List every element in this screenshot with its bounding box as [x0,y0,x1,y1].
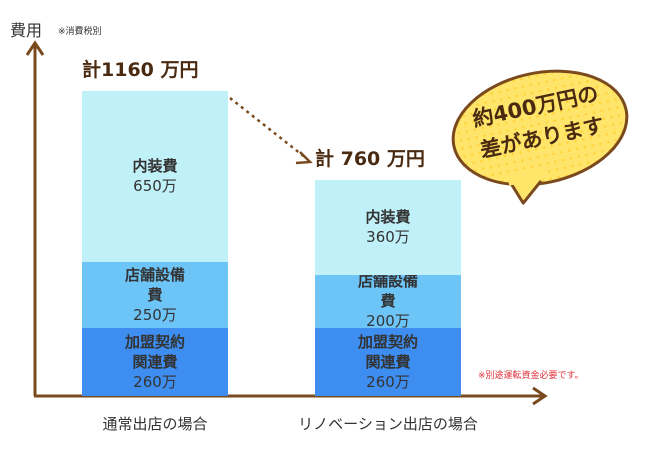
total-label: 計 760 万円 [315,148,425,171]
value-label: 650万 [133,177,177,196]
segment-name: 加盟契約関連費 [357,332,418,371]
value-label: 360万 [366,228,410,247]
bar-segment: 内装費 650万 [82,90,228,262]
value-label: 200万 [366,312,410,331]
diff-arrow-head [295,151,313,165]
axes [25,40,548,406]
y-axis [25,40,45,396]
x-tick-label: リノベーション出店の場合 [298,415,478,433]
note: ※別途運転資金必要です。 [478,369,584,381]
segment-name: 内装費 [132,157,178,176]
segment-name: 加盟契約関連費 [124,332,185,371]
value-label: 250万 [133,305,177,324]
callout-bubble [451,69,629,187]
y-axis-label: 費用 [10,21,42,40]
note: ※消費税別 [58,25,102,37]
callout: 約400万円の 差があります [451,69,629,205]
value-label: 260万 [366,372,410,391]
bar-segment: 加盟契約関連費 260万 [82,327,228,396]
bar-segment: 店舗設備費 200万 [315,272,461,331]
x-axis [34,386,548,406]
diff-arrow [229,97,307,159]
segment-name: 店舗設備費 [357,272,418,311]
segment-name: 内装費 [365,208,411,227]
value-label: 260万 [133,372,177,391]
bar-segment: 店舗設備費 250万 [82,261,228,328]
callout-tail [509,180,543,205]
bar-segment: 加盟契約関連費 260万 [315,327,461,396]
total-label: 計1160 万円 [82,58,199,81]
x-tick-label: 通常出店の場合 [102,415,208,433]
segment-name: 店舗設備費 [124,265,185,304]
bar-segment: 内装費 360万 [315,180,461,275]
callout-tail-cover [507,170,545,186]
